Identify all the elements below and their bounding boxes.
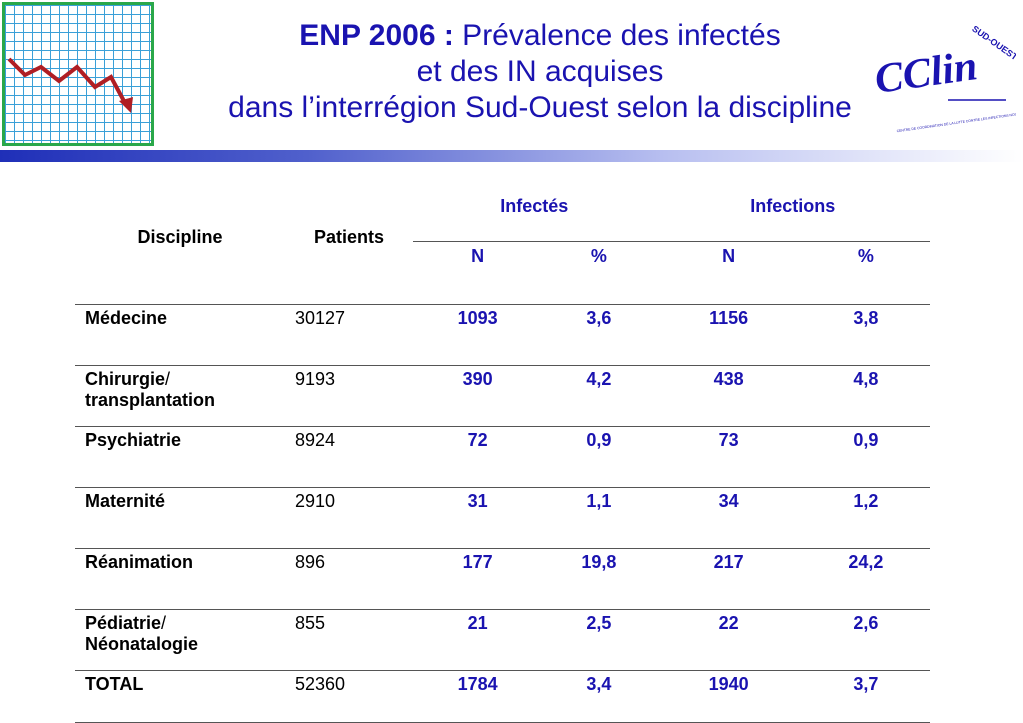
infections-n: 1940 [655,670,802,723]
infections-pct: 24,2 [801,548,930,610]
infections-pct: 0,9 [801,426,930,488]
infections-n: 1156 [655,304,802,366]
discipline-name-line2: transplantation [85,390,216,410]
patients-count: 896 [285,548,413,610]
prevalence-table: Discipline Patients Infectés Infections … [75,171,930,723]
infectes-pct: 1,1 [542,487,656,549]
header-discipline: Discipline [75,171,285,305]
table-row-total: TOTAL 52360 1784 3,4 1940 3,7 [75,670,930,723]
infectes-n: 1784 [413,670,543,723]
infectes-n: 31 [413,487,543,549]
infectes-n: 390 [413,365,543,427]
discipline-name: Médecine [85,308,168,328]
table-row: Maternité 2910 31 1,1 34 1,2 [75,487,930,549]
infectes-n: 177 [413,548,543,610]
infectes-pct: 3,4 [542,670,656,723]
title-line2: et des IN acquises [416,55,664,88]
infectes-n: 21 [413,609,543,671]
cclin-logo: CClin SUD-OUEST CENTRE DE COORDINATION D… [866,8,1023,138]
infectes-pct: 4,2 [542,365,656,427]
header-infections-pct: % [801,241,930,305]
discipline-name: TOTAL [85,674,144,694]
infections-n: 22 [655,609,802,671]
infections-n: 438 [655,365,802,427]
header-infectes: Infectés [413,171,656,242]
infectes-pct: 3,6 [542,304,656,366]
patients-count: 30127 [285,304,413,366]
discipline-name: Psychiatrie [85,430,182,450]
infections-pct: 3,8 [801,304,930,366]
table-row: Réanimation 896 177 19,8 217 24,2 [75,548,930,610]
title-line1: Prévalence des infectés [453,19,781,52]
logo-region-text: SUD-OUEST [970,24,1016,63]
patients-count: 855 [285,609,413,671]
infectes-pct: 0,9 [542,426,656,488]
infections-n: 217 [655,548,802,610]
table-row: Chirurgie/transplantation 9193 390 4,2 4… [75,365,930,427]
title-bold: ENP 2006 : [299,19,454,52]
header-infections: Infections [655,171,930,242]
infections-pct: 4,8 [801,365,930,427]
patients-count: 2910 [285,487,413,549]
patients-count: 8924 [285,426,413,488]
infectes-pct: 19,8 [542,548,656,610]
table-row: Pédiatrie/Néonatalogie 855 21 2,5 22 2,6 [75,609,930,671]
table-row: Psychiatrie 8924 72 0,9 73 0,9 [75,426,930,488]
discipline-name: Chirurgie [85,369,166,389]
header-gradient-bar [0,150,1023,162]
header-patients: Patients [285,171,413,305]
infectes-pct: 2,5 [542,609,656,671]
header-infectes-n: N [413,241,543,305]
title-line3: dans l’interrégion Sud-Ouest selon la di… [228,91,852,124]
patients-count: 9193 [285,365,413,427]
declining-chart-icon [2,2,154,146]
discipline-name: Pédiatrie [85,613,162,633]
discipline-separator: / [161,613,167,633]
infectes-n: 1093 [413,304,543,366]
slide-title: ENP 2006 : Prévalence des infectés et de… [140,18,940,126]
infections-n: 73 [655,426,802,488]
header-infections-n: N [655,241,802,305]
infections-n: 34 [655,487,802,549]
infections-pct: 1,2 [801,487,930,549]
discipline-name-line2: Néonatalogie [85,634,199,654]
discipline-name: Maternité [85,491,166,511]
table-row: Médecine 30127 1093 3,6 1156 3,8 [75,304,930,366]
infections-pct: 3,7 [801,670,930,723]
discipline-separator: / [165,369,171,389]
infectes-n: 72 [413,426,543,488]
logo-main-text: CClin [872,43,980,103]
discipline-name: Réanimation [85,552,194,572]
patients-count: 52360 [285,670,413,723]
header-infectes-pct: % [542,241,656,305]
logo-small-text: CENTRE DE COORDINATION DE LA LUTTE CONTR… [896,109,1016,133]
infections-pct: 2,6 [801,609,930,671]
